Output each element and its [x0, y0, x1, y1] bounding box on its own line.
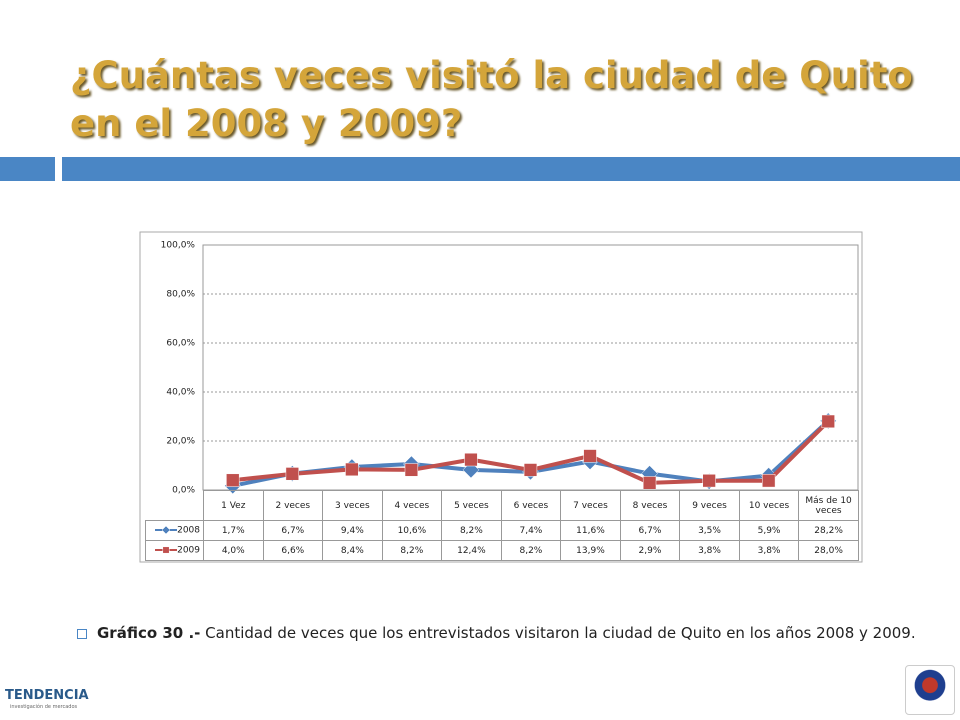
x-tick-label: 1 Vez: [203, 490, 264, 521]
marker: [345, 462, 359, 477]
y-tick-label: 40,0%: [166, 388, 195, 398]
x-tick-label: 4 veces: [381, 490, 443, 521]
data-label: 10,6%: [381, 520, 443, 541]
y-tick-label: 60,0%: [166, 339, 195, 349]
y-tick-label: 0,0%: [172, 486, 195, 496]
table-row: 2009 4,0% 6,6% 8,4% 8,2% 12,4% 8,2% 13,9% 2,9% 3,…: [145, 540, 859, 561]
marker: [162, 546, 170, 554]
chart-frame: [139, 231, 863, 563]
logo: [905, 665, 955, 715]
data-label: 8,4%: [322, 540, 383, 561]
marker: [642, 476, 657, 490]
accent-bar: [0, 157, 55, 181]
plot-area: [202, 244, 859, 491]
marker: [762, 474, 776, 488]
logo-name: TENDENCIA: [5, 688, 89, 703]
caption: Gráfico 30 .- Cantidad de veces que los …: [77, 622, 927, 644]
data-label: 28,0%: [798, 540, 859, 561]
data-label: 1,7%: [203, 520, 264, 541]
corner: [146, 491, 204, 521]
marker: [285, 467, 299, 481]
y-tick-label: 80,0%: [166, 290, 195, 300]
data-label: 9,4%: [322, 520, 383, 541]
data-label: 5,9%: [738, 520, 800, 541]
legend-label: 2009: [177, 545, 200, 556]
logo: TENDENCIA investigación de mercados: [5, 668, 90, 713]
data-label: 12,4%: [441, 540, 502, 561]
marker: [226, 473, 240, 487]
table-row: 2008 1,7% 6,7% 9,4% 10,6% 8,2% 7,4% 11,6% 6,7% 3,…: [145, 520, 859, 541]
logo-tagline: investigación de mercados: [10, 704, 78, 710]
table-header-row: 1 Vez 2 veces 3 veces 4 veces 5 veces 6 veces…: [146, 490, 859, 521]
data-label: 6,7%: [619, 520, 681, 541]
y-tick-label: 20,0%: [166, 437, 195, 447]
x-tick-label: 10 veces: [738, 490, 800, 521]
data-label: 11,6%: [560, 520, 621, 541]
data-table: 1 Vez 2 veces 3 veces 4 veces 5 veces 6 veces…: [145, 490, 859, 561]
legend-key: [155, 546, 178, 554]
x-tick-label: Más de 10 veces: [798, 490, 859, 521]
caption-label: Gráfico 30 .-: [97, 624, 201, 642]
data-label: 3,8%: [679, 540, 740, 561]
data-label: 28,2%: [798, 520, 859, 541]
x-tick-label: 3 veces: [322, 490, 383, 521]
data-label: 2,9%: [619, 540, 681, 561]
data-label: 8,2%: [381, 540, 443, 561]
bullet: [77, 629, 87, 639]
legend-entry: 2008: [145, 520, 204, 541]
data-label: 8,2%: [441, 520, 502, 541]
x-tick-label: 2 veces: [262, 490, 324, 521]
slide-title: ¿Cuántas veces visitó la ciudad de Quito…: [70, 54, 913, 145]
marker: [583, 449, 597, 463]
data-label: 3,5%: [679, 520, 740, 541]
x-tick-label: 6 veces: [500, 490, 562, 521]
accent-bar: [62, 157, 960, 181]
data-label: 8,2%: [500, 540, 562, 561]
y-tick-label: 100,0%: [161, 241, 196, 251]
legend-entry: 2009: [145, 540, 204, 561]
data-label: 6,6%: [262, 540, 324, 561]
data-label: 7,4%: [500, 520, 562, 541]
x-tick-label: 8 veces: [619, 490, 681, 521]
marker: [404, 463, 419, 477]
data-label: 6,7%: [262, 520, 324, 541]
caption-text: Cantidad de veces que los entrevistados …: [205, 624, 916, 642]
x-tick-label: 7 veces: [560, 490, 621, 521]
data-label: 4,0%: [203, 540, 264, 561]
marker: [161, 525, 171, 535]
marker: [464, 452, 478, 467]
marker: [702, 474, 716, 488]
x-tick-label: 5 veces: [441, 490, 502, 521]
data-label: 3,8%: [738, 540, 800, 561]
legend-key: [155, 525, 178, 535]
data-label: 13,9%: [560, 540, 621, 561]
legend-label: 2008: [177, 525, 200, 536]
marker: [821, 414, 835, 429]
marker: [523, 463, 538, 477]
x-tick-label: 9 veces: [679, 490, 740, 521]
